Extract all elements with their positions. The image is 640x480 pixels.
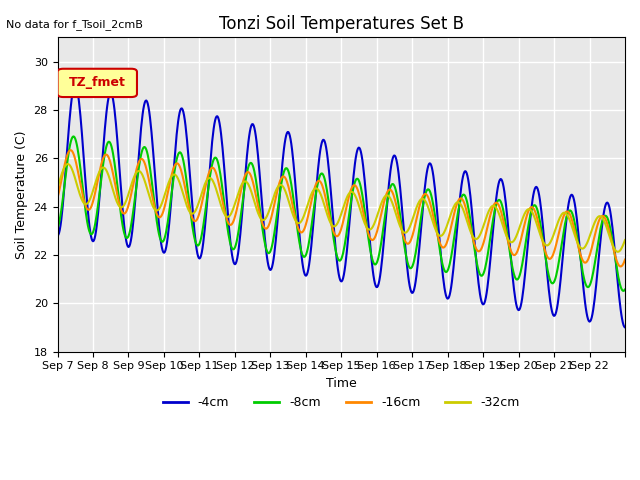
-32cm: [253, 208, 261, 214]
Line: -32cm: -32cm: [58, 164, 625, 252]
-16cm: [275, 182, 283, 188]
-8cm: [70, 133, 77, 139]
-8cm: [275, 198, 283, 204]
-8cm: [225, 235, 233, 241]
-32cm: [621, 237, 629, 243]
Text: TZ_fmet: TZ_fmet: [69, 76, 125, 89]
Line: -16cm: -16cm: [58, 150, 625, 266]
-16cm: [401, 237, 408, 242]
-4cm: [433, 200, 440, 206]
-16cm: [121, 210, 129, 216]
Legend: -4cm, -8cm, -16cm, -32cm: -4cm, -8cm, -16cm, -32cm: [158, 391, 525, 414]
-16cm: [67, 147, 75, 153]
-8cm: [253, 186, 261, 192]
-16cm: [253, 199, 261, 205]
-32cm: [275, 183, 283, 189]
-32cm: [121, 201, 129, 206]
-4cm: [121, 228, 129, 234]
-32cm: [614, 249, 621, 255]
-4cm: [72, 82, 79, 88]
-8cm: [621, 287, 629, 292]
X-axis label: Time: Time: [326, 377, 356, 390]
Title: Tonzi Soil Temperatures Set B: Tonzi Soil Temperatures Set B: [219, 15, 464, 33]
-16cm: [433, 228, 440, 233]
-8cm: [401, 244, 408, 250]
Text: No data for f_Tsoil_2cmB: No data for f_Tsoil_2cmB: [6, 19, 143, 30]
-4cm: [54, 233, 61, 239]
-32cm: [64, 161, 72, 167]
Y-axis label: Soil Temperature (C): Soil Temperature (C): [15, 130, 28, 259]
-4cm: [253, 145, 261, 151]
-16cm: [225, 221, 233, 227]
-32cm: [433, 228, 440, 234]
Line: -4cm: -4cm: [58, 85, 625, 327]
-4cm: [275, 204, 283, 209]
-8cm: [121, 232, 129, 238]
-16cm: [621, 257, 629, 263]
-8cm: [433, 222, 440, 228]
-16cm: [54, 195, 61, 201]
-4cm: [621, 324, 629, 330]
-16cm: [617, 264, 625, 269]
-32cm: [401, 230, 408, 236]
Line: -8cm: -8cm: [58, 136, 625, 291]
-4cm: [401, 236, 408, 241]
-32cm: [225, 214, 233, 219]
-8cm: [620, 288, 627, 294]
-32cm: [54, 185, 61, 191]
FancyBboxPatch shape: [58, 69, 137, 97]
-4cm: [225, 227, 233, 232]
-8cm: [54, 226, 61, 231]
